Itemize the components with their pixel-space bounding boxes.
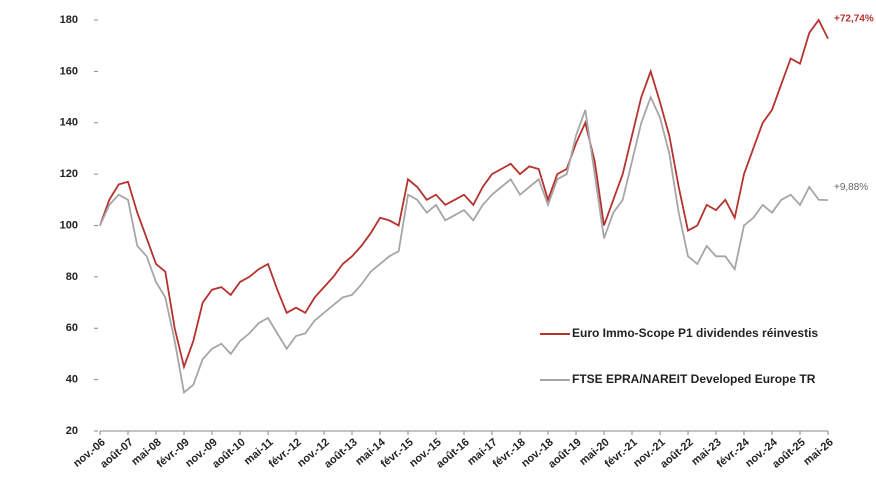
x-tick-label: mai-26 [801, 436, 835, 468]
y-tick-label: 180 [60, 14, 78, 26]
y-tick-label: 80 [66, 271, 78, 283]
y-tick-label: 160 [60, 65, 78, 77]
y-tick-label: 100 [60, 219, 78, 231]
end-label: +72,74% [834, 13, 874, 24]
y-tick-label: 140 [60, 117, 78, 129]
y-tick-label: 40 [66, 374, 78, 386]
series-line [99, 18, 829, 370]
y-tick-label: 60 [66, 322, 78, 334]
y-tick-label: 20 [66, 425, 78, 437]
y-tick-label: 120 [60, 168, 78, 180]
legend-label: FTSE EPRA/NAREIT Developed Europe TR [572, 372, 816, 386]
series-line [99, 94, 829, 395]
end-label: +9,88% [834, 182, 868, 193]
legend-label: Euro Immo-Scope P1 dividendes réinvestis [572, 326, 818, 340]
